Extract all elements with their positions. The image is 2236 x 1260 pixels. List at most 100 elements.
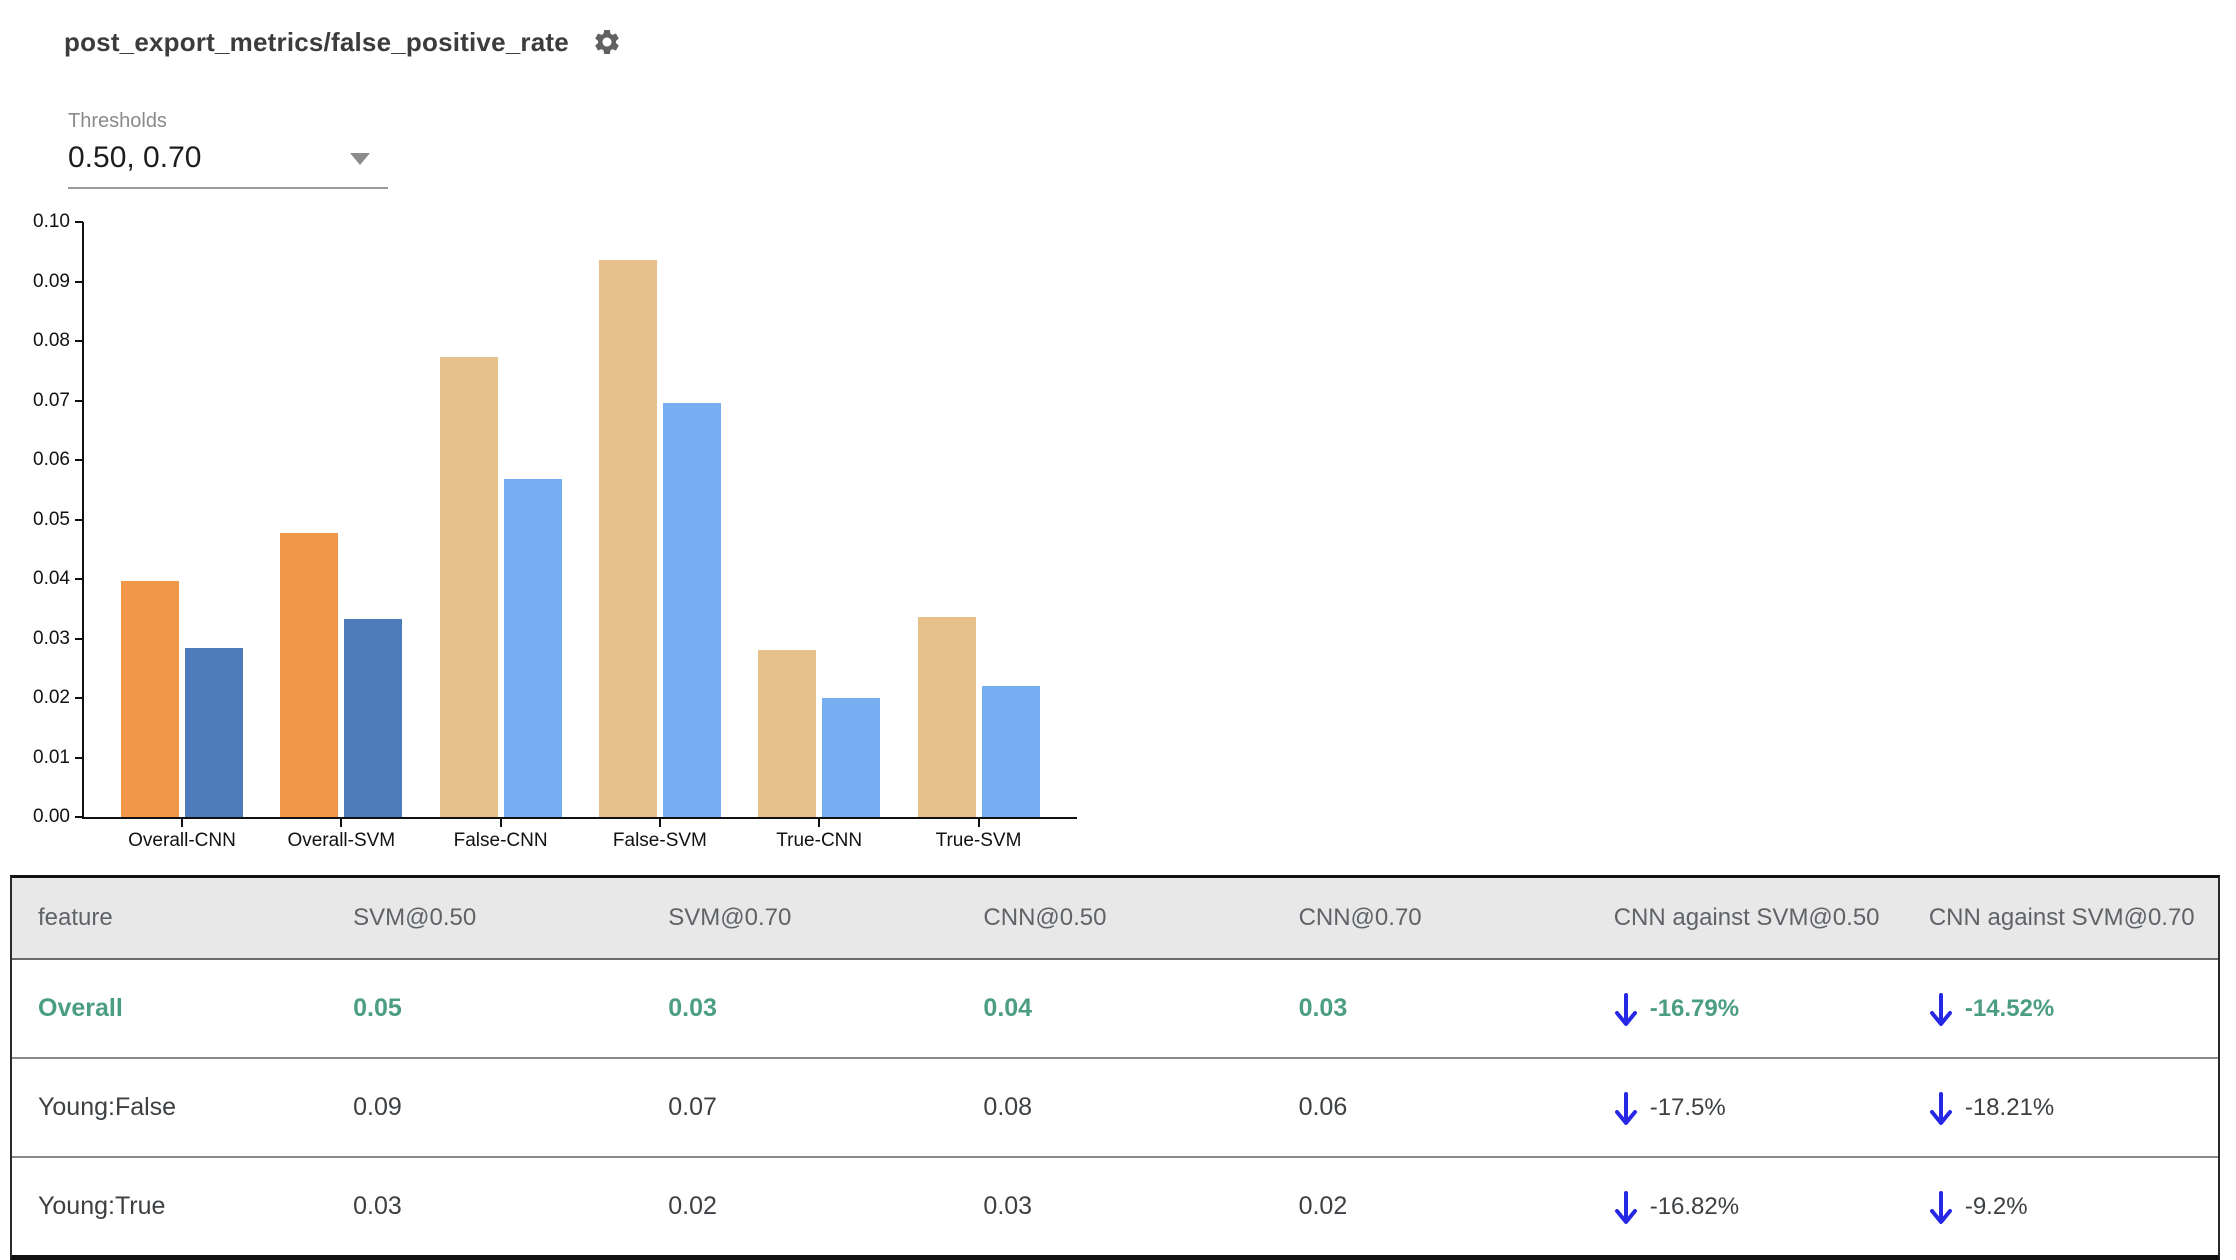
feature-cell: Overall	[38, 994, 123, 1022]
x-axis-label: False-CNN	[453, 830, 548, 851]
table-header-row: feature SVM@0.50 SVM@0.70 CNN@0.50 CNN@0.70 C…	[12, 878, 2218, 960]
delta-cell: -17.5%	[1588, 1086, 1903, 1129]
down-arrow-icon	[1614, 1091, 1638, 1134]
thresholds-dropdown[interactable]: Thresholds 0.50, 0.70	[68, 110, 388, 189]
down-arrow-icon	[1614, 992, 1638, 1035]
bar-False-SVM-threshold0.70[interactable]	[662, 403, 721, 817]
y-axis-label: 0.08	[33, 330, 70, 351]
x-axis-tick	[340, 819, 343, 827]
column-header: SVM@0.70	[668, 904, 792, 931]
bar-Overall-SVM-threshold0.70[interactable]	[344, 619, 403, 817]
column-header: CNN against SVM@0.70	[1928, 904, 2195, 931]
x-axis-tick	[977, 819, 980, 827]
bar-False-CNN-threshold0.70[interactable]	[503, 479, 562, 817]
bar-True-SVM-threshold0.50[interactable]	[917, 616, 976, 817]
feature-cell: Young:False	[38, 1093, 177, 1121]
down-arrow-icon	[1929, 992, 1953, 1035]
metric-value-cell: 0.09	[353, 1093, 402, 1121]
bar-Overall-CNN-threshold0.50[interactable]	[121, 580, 179, 817]
bar-Overall-SVM-threshold0.50[interactable]	[280, 533, 339, 817]
false-positive-rate-bar-chart: 0.00 0.01 0.02 0.03 0.04 0.05 0.06 0.07 0.08 0.09…	[33, 211, 1077, 851]
down-arrow-icon	[1929, 1190, 1953, 1233]
metric-header: post_export_metrics/false_positive_rate	[64, 26, 623, 58]
y-axis-tick	[75, 221, 83, 223]
delta-percentage: -14.52%	[1964, 994, 2055, 1022]
y-axis-tick	[75, 697, 83, 699]
x-axis-label: Overall-CNN	[128, 830, 236, 851]
bar-Overall-CNN-threshold0.70[interactable]	[185, 648, 243, 817]
bar-True-CNN-threshold0.70[interactable]	[822, 698, 881, 817]
delta-percentage: -18.21%	[1964, 1093, 2055, 1121]
table-row: Young:False 0.09 0.07 0.08 0.06 -17.5% -18.21%	[12, 1057, 2218, 1156]
metrics-table: feature SVM@0.50 SVM@0.70 CNN@0.50 CNN@0.70 C…	[10, 875, 2220, 1260]
y-axis-tick	[75, 518, 83, 521]
delta-cell: -9.2%	[1903, 1185, 2218, 1228]
dropdown-arrow-icon[interactable]	[350, 153, 370, 165]
column-header: CNN@0.50	[983, 904, 1107, 931]
down-arrow-icon	[1929, 1092, 1952, 1125]
y-axis-label: 0.02	[33, 687, 70, 708]
delta-cell: -18.21%	[1903, 1086, 2218, 1129]
delta-percentage: -17.5%	[1649, 1093, 1726, 1121]
y-axis-label: 0.00	[33, 806, 70, 827]
metric-value-cell: 0.03	[983, 1192, 1033, 1220]
y-axis-tick	[75, 399, 83, 402]
metric-value-cell: 0.03	[1298, 994, 1348, 1022]
x-axis-label: True-CNN	[776, 830, 863, 851]
bar-True-SVM-threshold0.70[interactable]	[981, 686, 1040, 817]
delta-percentage: -16.82%	[1649, 1192, 1740, 1220]
y-axis-label: 0.09	[33, 270, 70, 292]
metric-value-cell: 0.07	[668, 1093, 717, 1121]
y-axis-label: 0.10	[33, 211, 70, 232]
y-axis-tick	[75, 280, 83, 283]
y-axis-label: 0.03	[33, 627, 70, 649]
table-row: Young:True 0.03 0.02 0.03 0.02 -16.82% -9.2%	[12, 1156, 2218, 1255]
y-axis-tick	[75, 816, 83, 818]
column-header: SVM@0.50	[353, 904, 477, 931]
y-axis-label: 0.01	[33, 746, 70, 768]
delta-cell: -16.82%	[1588, 1185, 1903, 1228]
bar-False-SVM-threshold0.50[interactable]	[598, 259, 657, 817]
column-header: CNN@0.70	[1298, 904, 1422, 931]
feature-cell: Young:True	[38, 1192, 166, 1220]
metric-value-cell: 0.03	[668, 994, 717, 1022]
column-header: CNN against SVM@0.50	[1613, 904, 1880, 931]
down-arrow-icon	[1929, 993, 1952, 1026]
column-header: feature	[38, 904, 113, 931]
y-axis-tick	[75, 340, 83, 342]
down-arrow-icon	[1614, 1190, 1638, 1233]
y-axis-tick	[75, 578, 83, 580]
delta-percentage: -9.2%	[1964, 1192, 2028, 1220]
x-axis-tick	[658, 819, 661, 827]
metric-value-cell: 0.05	[353, 994, 402, 1022]
down-arrow-icon	[1614, 993, 1637, 1026]
y-axis-label: 0.04	[33, 568, 70, 589]
metric-value-cell: 0.03	[353, 1192, 402, 1220]
x-axis-tick	[181, 819, 183, 827]
x-axis-tick	[499, 819, 502, 827]
bar-False-CNN-threshold0.50[interactable]	[439, 357, 498, 817]
delta-cell: -14.52%	[1903, 987, 2218, 1030]
metric-value-cell: 0.08	[983, 1093, 1033, 1121]
x-axis-tick	[818, 819, 821, 827]
y-axis-label: 0.06	[33, 449, 70, 470]
metric-value-cell: 0.02	[1298, 1192, 1348, 1220]
thresholds-value: 0.50, 0.70	[68, 141, 202, 174]
y-axis-tick	[75, 756, 83, 759]
down-arrow-icon	[1614, 1191, 1637, 1224]
table-row: Overall 0.05 0.03 0.04 0.03 -16.79% -14.52%	[12, 960, 2218, 1057]
y-axis-label: 0.07	[33, 389, 70, 411]
x-axis-label: False-SVM	[612, 830, 707, 851]
thresholds-label: Thresholds	[68, 110, 167, 132]
down-arrow-icon	[1929, 1191, 1952, 1224]
y-axis-tick	[75, 459, 83, 461]
metric-value-cell: 0.02	[668, 1192, 717, 1220]
settings-gear-icon[interactable]	[591, 26, 623, 58]
metric-value-cell: 0.06	[1298, 1093, 1348, 1121]
bar-True-CNN-threshold0.50[interactable]	[758, 650, 817, 817]
delta-percentage: -16.79%	[1649, 994, 1740, 1022]
gear-icon	[595, 30, 619, 54]
x-axis-label: Overall-SVM	[287, 830, 396, 851]
y-axis-tick	[75, 637, 83, 640]
down-arrow-icon	[1614, 1092, 1637, 1125]
